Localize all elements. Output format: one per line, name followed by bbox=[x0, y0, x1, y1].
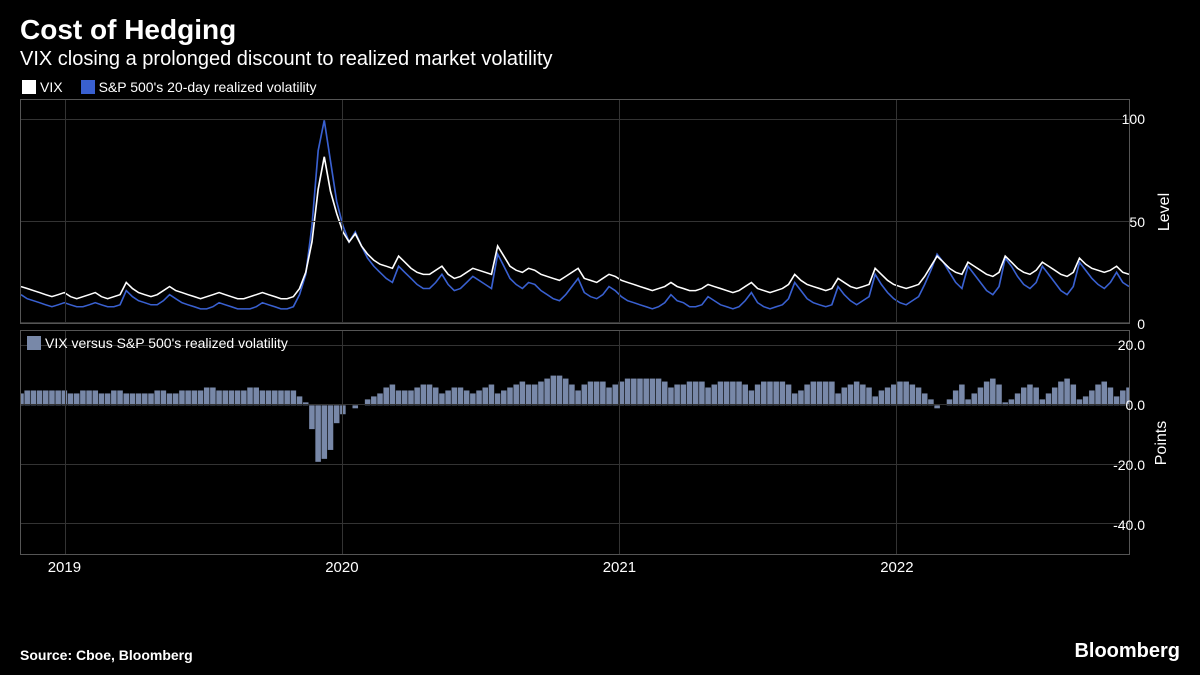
legend-item-realized: S&P 500's 20-day realized volatility bbox=[81, 79, 317, 95]
brand-logo: Bloomberg bbox=[1074, 640, 1180, 663]
chart-title: Cost of Hedging bbox=[20, 14, 1180, 46]
svg-bottom bbox=[21, 331, 1129, 554]
y-axis-bottom: Points -40.0-20.00.020.0 bbox=[1130, 330, 1180, 555]
legend-label-realized: S&P 500's 20-day realized volatility bbox=[99, 79, 317, 95]
y-tick: -40.0 bbox=[1105, 517, 1145, 533]
plot-top bbox=[20, 99, 1130, 324]
plot-bottom: VIX versus S&P 500's realized volatility bbox=[20, 330, 1130, 555]
x-tick: 2021 bbox=[603, 559, 636, 576]
x-tick: 2019 bbox=[48, 559, 81, 576]
y-tick: 50 bbox=[1105, 214, 1145, 230]
swatch-realized bbox=[81, 80, 95, 94]
legend-top: VIX S&P 500's 20-day realized volatility bbox=[20, 79, 1180, 95]
y-axis-top: Level 050100 bbox=[1130, 99, 1180, 324]
y-tick: 0.0 bbox=[1105, 397, 1145, 413]
legend-item-vix: VIX bbox=[22, 79, 63, 95]
y-tick: -20.0 bbox=[1105, 457, 1145, 473]
legend-label-spread: VIX versus S&P 500's realized volatility bbox=[45, 335, 288, 351]
x-tick: 2020 bbox=[325, 559, 358, 576]
footer: Source: Cboe, Bloomberg Bloomberg bbox=[20, 640, 1180, 663]
panel-bottom: VIX versus S&P 500's realized volatility… bbox=[20, 330, 1180, 555]
y-tick: 20.0 bbox=[1105, 337, 1145, 353]
svg-top bbox=[21, 100, 1129, 323]
y-label-top: Level bbox=[1156, 192, 1174, 230]
y-tick: 100 bbox=[1105, 111, 1145, 127]
swatch-spread bbox=[27, 336, 41, 350]
chart-subtitle: VIX closing a prolonged discount to real… bbox=[20, 48, 1180, 71]
x-axis: 2019 2020 2021 2022 bbox=[20, 555, 1130, 583]
legend-label-vix: VIX bbox=[40, 79, 63, 95]
source-text: Source: Cboe, Bloomberg bbox=[20, 647, 193, 663]
panel-top: Level 050100 bbox=[20, 99, 1180, 324]
y-label-bottom: Points bbox=[1153, 420, 1171, 464]
legend-bottom: VIX versus S&P 500's realized volatility bbox=[27, 335, 288, 351]
x-tick: 2022 bbox=[880, 559, 913, 576]
chart-area: Level 050100 VIX versus S&P 500's realiz… bbox=[20, 99, 1180, 636]
swatch-vix bbox=[22, 80, 36, 94]
